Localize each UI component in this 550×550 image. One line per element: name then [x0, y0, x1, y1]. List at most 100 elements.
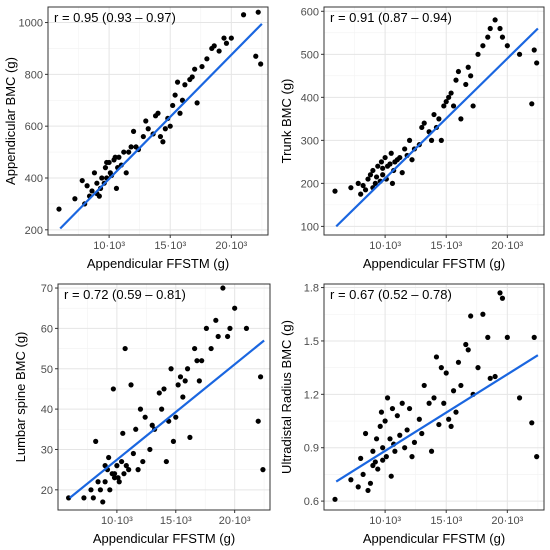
data-point [220, 285, 226, 291]
correlation-annotation: r = 0.95 (0.93 – 0.97) [54, 10, 176, 25]
correlation-annotation: r = 0.67 (0.52 – 0.78) [330, 287, 452, 302]
data-point [367, 172, 374, 178]
data-point [182, 82, 188, 88]
data-point [90, 495, 96, 501]
data-point [157, 133, 164, 140]
y-tick-label: 20 [41, 485, 53, 497]
data-point [443, 99, 449, 105]
x-tick-label: 10·10³ [93, 240, 125, 252]
data-point [91, 170, 98, 176]
data-point [388, 150, 394, 156]
data-point [373, 174, 380, 180]
data-point [355, 484, 361, 490]
y-axis-title: Lumbar spine BMC (g) [13, 332, 28, 463]
correlation-annotation: r = 0.91 (0.87 – 0.94) [330, 10, 452, 25]
data-point [156, 390, 162, 396]
data-point [531, 47, 537, 53]
regression-line [335, 27, 539, 228]
correlation-annotation: r = 0.72 (0.59 – 0.81) [64, 287, 186, 302]
data-point [516, 51, 523, 57]
y-tick-label: 400 [301, 92, 319, 104]
data-point [332, 496, 338, 502]
data-point [362, 430, 369, 437]
data-point [431, 111, 437, 118]
y-tick-label: 600 [25, 121, 43, 133]
data-point [348, 185, 354, 191]
data-point [149, 422, 155, 428]
data-point [446, 416, 452, 422]
data-point [497, 25, 503, 32]
data-point [168, 366, 174, 372]
y-tick-label: 0.6 [304, 496, 319, 508]
data-point [404, 427, 410, 433]
data-point [448, 90, 454, 96]
data-point [388, 473, 394, 479]
data-point [428, 137, 435, 143]
data-point [475, 51, 481, 57]
panel-3: 10·10³ 15·10³ 20·10³ 20 30 40 50 60 70 Appendicul… [13, 283, 271, 546]
data-point [402, 146, 408, 152]
data-point [260, 467, 266, 473]
data-point [189, 74, 195, 80]
data-point [370, 167, 376, 174]
data-point [96, 193, 102, 199]
data-point [121, 149, 127, 155]
data-point [453, 409, 459, 415]
data-point [438, 137, 444, 143]
data-point [382, 418, 388, 424]
data-point [225, 333, 231, 340]
regression-line [335, 354, 539, 483]
data-point [126, 467, 132, 473]
data-point [372, 180, 378, 186]
y-tick-label: 800 [25, 69, 43, 81]
data-point [253, 53, 259, 59]
data-point [88, 487, 94, 493]
regression-line [59, 23, 263, 230]
data-point [380, 457, 386, 463]
data-point [120, 430, 126, 436]
data-point [370, 448, 376, 454]
data-point [140, 133, 146, 140]
data-point [100, 499, 106, 505]
data-point [426, 400, 432, 406]
data-point [394, 413, 400, 419]
data-point [529, 101, 535, 107]
panel-1: 10·10³ 15·10³ 20·10³ 200 400 600 800 1000 Append… [3, 6, 269, 271]
y-axis-title: Trunk BMC (g) [279, 79, 294, 164]
data-point [389, 180, 396, 186]
x-tick-label: 20·10³ [215, 240, 247, 252]
data-point [221, 35, 227, 41]
data-point [172, 92, 178, 98]
data-point [216, 48, 222, 54]
data-point [458, 116, 464, 122]
data-point [112, 154, 118, 160]
data-point [255, 418, 261, 424]
data-point [99, 175, 105, 181]
y-tick-label: 100 [301, 221, 319, 233]
y-tick-label: 0.9 [304, 443, 319, 455]
data-point [187, 434, 193, 440]
y-tick-label: 50 [41, 364, 53, 376]
x-tick-label: 15·10³ [160, 515, 192, 527]
data-point [240, 12, 247, 18]
data-point [159, 406, 165, 412]
data-point [102, 165, 109, 171]
data-point [487, 375, 493, 381]
data-point [485, 34, 491, 40]
y-tick-label: 1.5 [304, 336, 319, 348]
data-point [199, 358, 205, 364]
data-point [192, 345, 198, 352]
data-point [114, 463, 120, 469]
x-tick-label: 20·10³ [219, 515, 251, 527]
data-point [116, 154, 122, 160]
data-point [163, 458, 169, 465]
data-point [94, 180, 100, 186]
data-point [232, 305, 238, 311]
data-point [126, 149, 132, 155]
data-point [145, 126, 151, 132]
data-point [421, 120, 427, 126]
data-point [428, 448, 435, 454]
data-point [367, 480, 374, 486]
x-axis-title: Appendicular FFSTM (g) [93, 531, 235, 546]
